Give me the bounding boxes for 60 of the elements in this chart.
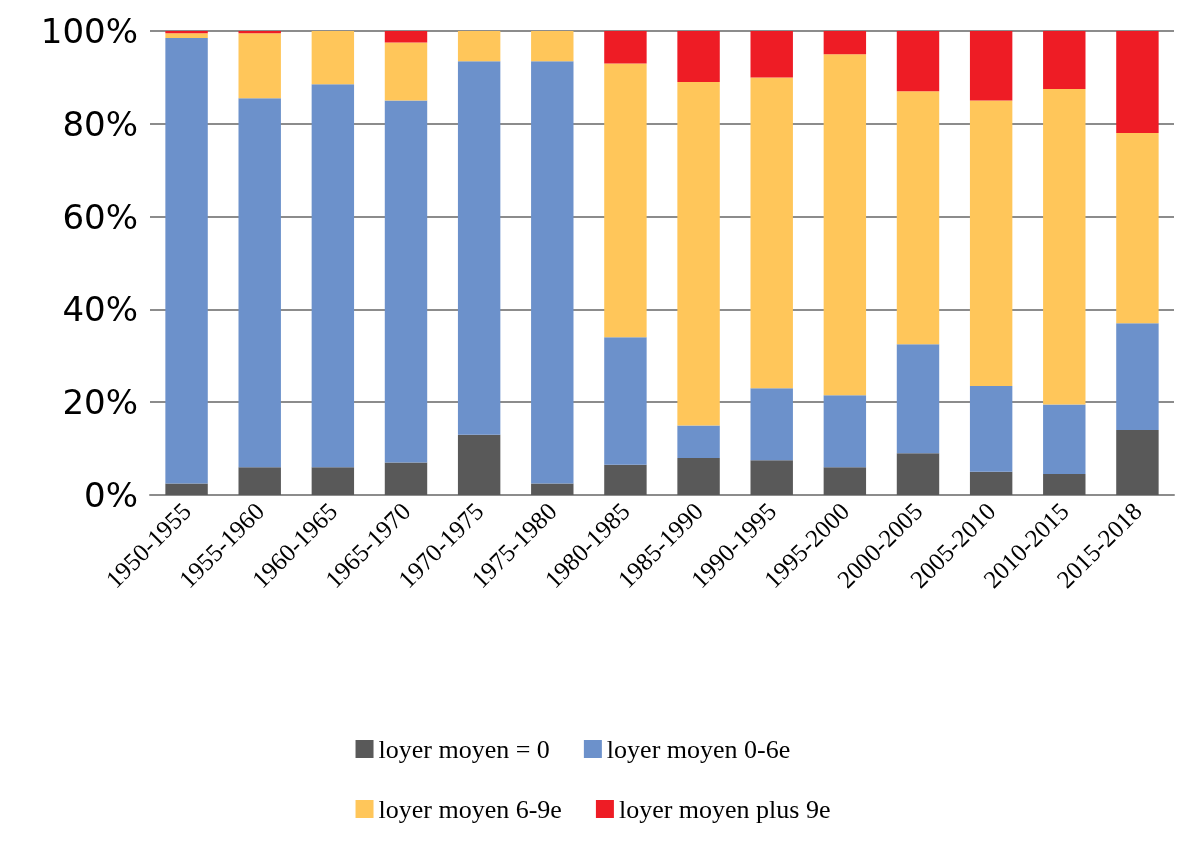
bar xyxy=(896,91,940,345)
bar xyxy=(384,462,428,495)
bar xyxy=(750,77,793,389)
bar xyxy=(165,483,208,495)
bar xyxy=(823,395,867,468)
legend-label: loyer moyen = 0 xyxy=(378,734,550,764)
y-tick-label: 20% xyxy=(62,382,138,423)
bar xyxy=(677,457,720,495)
bar xyxy=(677,82,720,426)
bar xyxy=(1116,133,1159,324)
bar xyxy=(457,434,501,495)
bar xyxy=(238,98,281,468)
legend-label: loyer moyen plus 9e xyxy=(618,794,831,824)
bar xyxy=(750,460,793,495)
bar xyxy=(531,483,574,495)
y-tick-label: 60% xyxy=(62,196,138,237)
bar xyxy=(750,31,793,78)
bar xyxy=(311,84,355,468)
bar xyxy=(1116,430,1159,495)
legend-label: loyer moyen 6-9e xyxy=(378,794,562,824)
bar xyxy=(531,31,574,62)
legend-label: loyer moyen 0-6e xyxy=(606,734,791,764)
bar xyxy=(604,337,647,465)
bar xyxy=(1043,404,1086,475)
bar xyxy=(823,31,867,55)
bar xyxy=(896,344,940,454)
bar xyxy=(823,54,867,396)
bar xyxy=(1116,31,1159,134)
bar xyxy=(165,33,208,38)
bar xyxy=(311,467,355,495)
bar xyxy=(457,61,501,435)
bar xyxy=(969,100,1013,386)
bar xyxy=(604,464,647,495)
bar xyxy=(604,63,647,338)
bar xyxy=(311,31,355,85)
bar xyxy=(896,31,940,92)
bar xyxy=(1043,474,1086,495)
bar xyxy=(750,388,793,461)
bar xyxy=(677,31,720,83)
bar xyxy=(238,33,281,99)
bar xyxy=(1043,89,1086,405)
bar xyxy=(384,31,428,43)
bar xyxy=(896,453,940,495)
bar xyxy=(457,31,501,62)
bar xyxy=(969,31,1013,101)
bar xyxy=(238,467,281,495)
bar xyxy=(384,100,428,463)
bar xyxy=(1043,31,1086,89)
bar xyxy=(969,385,1013,472)
bar xyxy=(823,467,867,495)
bar xyxy=(604,31,647,64)
y-tick-label: 100% xyxy=(40,11,138,51)
bar xyxy=(1116,323,1159,431)
bar xyxy=(677,425,720,458)
bar xyxy=(969,471,1013,495)
bar xyxy=(531,61,574,484)
y-tick-label: 80% xyxy=(62,103,138,144)
y-tick-label: 40% xyxy=(62,289,138,330)
bar xyxy=(165,37,208,484)
bar xyxy=(384,42,428,101)
